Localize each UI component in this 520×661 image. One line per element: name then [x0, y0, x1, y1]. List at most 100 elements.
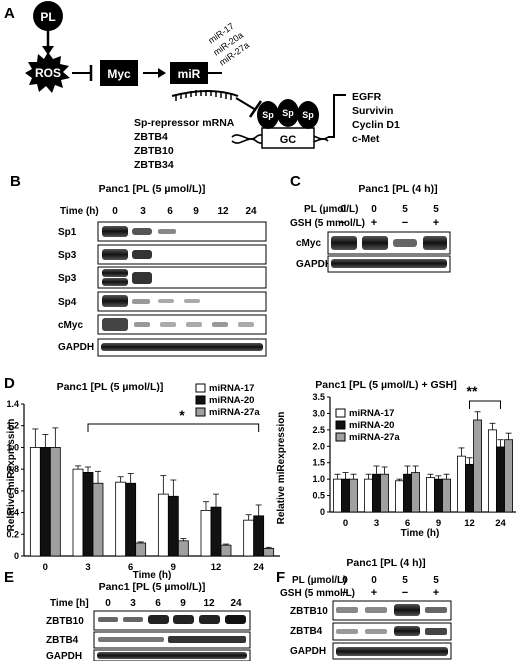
chart-left-ytick-label: 1.2: [6, 421, 19, 431]
panel-label-a: A: [4, 5, 15, 22]
chart-right-bar: [496, 446, 505, 513]
pl-val-2: 0: [371, 204, 377, 215]
panel-e-label-zbtb10: ZBTB10: [46, 616, 84, 627]
chart-right-ytick-label: 0: [320, 507, 325, 517]
chart-left-xtick-label: 0: [43, 562, 48, 573]
chart-left-bar: [253, 515, 265, 557]
chart-left-legend: miRNA-17 miRNA-20 miRNA-27a: [195, 383, 260, 418]
e-time-6: 6: [155, 598, 161, 609]
chart-left-xtick-label: 12: [211, 562, 222, 573]
chart-right-significance: **: [467, 383, 478, 399]
legend-left-swatch-20: [195, 395, 206, 405]
chart-right-ytick-label: 2.0: [312, 441, 325, 451]
chart-right-ytick-label: 0.5: [312, 491, 325, 501]
panel-f-gsh-label: GSH (5 mmol/L): [280, 588, 355, 599]
chart-left-ytick-label: 1.0: [6, 442, 19, 452]
time-12: 12: [217, 206, 229, 217]
panel-b-blots: Sp1 Sp3 Sp3 Sp4 cMyc: [58, 221, 267, 357]
band-sp4-3: [132, 299, 150, 304]
chart-left-xtick-label: 3: [85, 562, 90, 573]
chart-right-legend: miRNA-17 miRNA-20 miRNA-27a: [335, 408, 400, 443]
band-sp4-9: [184, 299, 200, 303]
panel-e-title: Panc1 [PL (5 µmol/L)]: [99, 581, 206, 593]
mir-node: [170, 62, 208, 84]
sp-label-2: Sp: [282, 108, 294, 118]
f-pl-val-4: 5: [433, 575, 439, 586]
chart-left-bar: [263, 548, 275, 557]
chart-right-ytick-label: 1.5: [312, 458, 325, 468]
pl-val-3: 5: [402, 204, 408, 215]
f-gsh-val-4: +: [433, 587, 439, 599]
chart-right-xlabel: Time (h): [401, 528, 440, 539]
chart-right-bar: [349, 478, 358, 513]
chart-left-ytick-label: 0.8: [6, 464, 19, 474]
sp-label-3: Sp: [302, 110, 314, 120]
f-band-zbtb10-2: [365, 607, 387, 613]
gsh-val-2: +: [371, 217, 377, 229]
mir-label: miR: [178, 67, 201, 81]
f-band-zbtb10-3: [394, 604, 420, 616]
chart-left-bar: [177, 540, 189, 557]
f-band-zbtb4-1: [336, 629, 358, 634]
panel-f-label-gapdh: GAPDH: [290, 646, 326, 657]
chart-left-bar: [39, 447, 51, 557]
blot-strip-sp1: [97, 221, 267, 242]
chart-right-bar: [403, 473, 412, 513]
chart-right-bar: [341, 478, 350, 513]
panel-f-title: Panc1 [PL (4 h)]: [346, 557, 425, 569]
chart-right-bar: [504, 439, 513, 513]
sp-protein-1: [257, 101, 279, 129]
e-band-zbtb10-6: [148, 615, 169, 624]
legend-left-swatch-27a: [195, 407, 206, 417]
c-band-cmyc-2: [362, 236, 388, 250]
panel-e-time-values: 0 3 6 9 12 24: [105, 598, 242, 609]
chart-left-bar: [210, 506, 222, 557]
f-band-zbtb4-2: [365, 629, 387, 634]
panel-f-conditions: 0 0 5 5 − + − +: [342, 575, 439, 599]
chart-left-significance: *: [179, 407, 185, 423]
chart-left-bar: [167, 495, 179, 557]
chart-left-bar: [29, 447, 41, 557]
band-cmyc-6: [160, 322, 176, 327]
f-pl-val-3: 5: [402, 575, 408, 586]
e-band-zbtb10-24: [225, 615, 246, 624]
chart-left-bar: [125, 482, 137, 557]
band-cmyc-24: [238, 322, 254, 327]
panel-e-time-label: Time [h]: [50, 598, 89, 609]
target-survivin: Survivin: [352, 105, 393, 117]
zbtb-inhibits-sp-bar: [248, 100, 263, 118]
transcription-arrow: [328, 94, 346, 138]
c-band-cmyc-1: [331, 236, 357, 250]
panel-c-label-gapdh: GAPDH: [296, 259, 332, 270]
panel-c-pl-label: PL (µmol/L): [304, 204, 358, 215]
f-gsh-val-3: −: [402, 587, 408, 599]
panel-label-c: C: [290, 173, 301, 190]
panel-c-gsh-label: GSH (5 mmol/L): [290, 218, 365, 229]
chart-left-bar: [135, 542, 147, 557]
panel-label-f: F: [276, 569, 285, 586]
chart-right-bar: [364, 478, 373, 513]
f-band-zbtb10-4: [425, 607, 447, 613]
chart-right-xtick-label: 0: [343, 518, 348, 529]
e-time-0: 0: [105, 598, 111, 609]
panel-f-strip-zbtb10: [332, 600, 452, 621]
blot-strip-sp4: [97, 291, 267, 312]
chart-right-bar: [333, 478, 342, 513]
target-egfr: EGFR: [352, 91, 382, 103]
e-band-zbtb4-b: [168, 636, 246, 643]
chart-right-xtick-label: 3: [374, 518, 379, 529]
c-band-cmyc-3: [393, 239, 417, 247]
band-cmyc-3: [134, 322, 150, 327]
chart-right-bar: [473, 419, 482, 513]
time-3: 3: [140, 206, 146, 217]
panel-label-d: D: [4, 375, 15, 392]
chart-right-ytick-label: 3.5: [312, 392, 325, 402]
zbtb-inhibits-sp: [235, 97, 257, 111]
chart-right-title: Panc1 [PL (5 µmol/L) + GSH]: [315, 379, 457, 391]
chart-left-bar: [243, 519, 255, 557]
blot-label-sp3-a: Sp3: [58, 250, 77, 261]
chart-right-bar: [395, 480, 404, 513]
legend-left-label-17: miRNA-17: [209, 383, 254, 394]
chart-left-bar: [72, 468, 84, 557]
panel-e-western: E Panc1 [PL (5 µmol/L)] Time [h] 0 3 6 9…: [4, 569, 251, 661]
